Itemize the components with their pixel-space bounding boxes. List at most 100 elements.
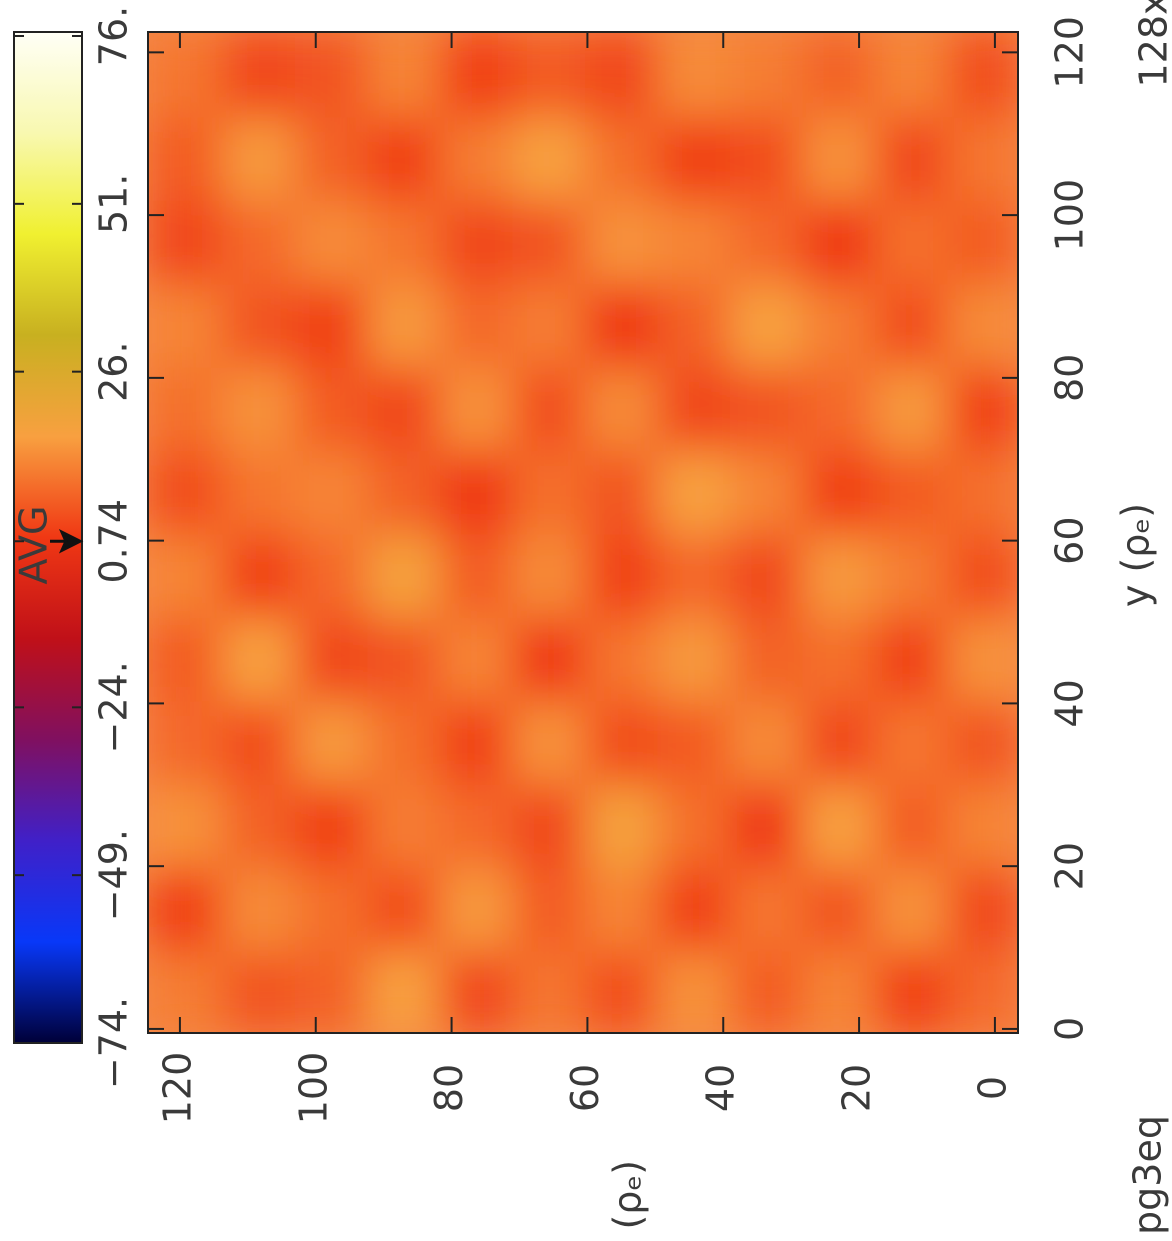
heatmap-cell <box>871 613 948 702</box>
heatmap-cell <box>363 113 440 201</box>
x-tick-label: 0 <box>970 1076 1014 1100</box>
heatmap-cell <box>148 32 223 118</box>
heatmap-cell <box>943 530 1018 618</box>
heatmap-cell <box>363 530 440 618</box>
heatmap-cell <box>871 32 948 118</box>
heatmap-cell <box>148 113 223 201</box>
heatmap-cell <box>508 530 585 618</box>
heatmap-cell <box>798 363 875 452</box>
heatmap-cell <box>508 113 585 201</box>
heatmap-cell <box>653 32 730 118</box>
heatmap-cell <box>363 947 440 1033</box>
heatmap-cell <box>363 32 440 118</box>
y-tick-label: 0 <box>1048 1017 1092 1041</box>
heatmap-cell <box>871 196 948 285</box>
heatmap-cell <box>363 780 440 869</box>
heatmap-cell <box>363 447 440 535</box>
heatmap-cell <box>581 613 658 702</box>
heatmap-cell <box>363 196 440 285</box>
corner-label: 128x <box>1132 0 1172 88</box>
heatmap-cell <box>218 530 295 618</box>
heatmap-cell <box>218 613 295 702</box>
heatmap-cell <box>726 196 803 285</box>
heatmap-cell <box>943 280 1018 368</box>
heatmap-cell <box>653 530 730 618</box>
heatmap-cell <box>218 780 295 869</box>
x-tick-label: 120 <box>155 1052 199 1125</box>
heatmap-cell <box>798 280 875 368</box>
heatmap-cell <box>798 864 875 952</box>
heatmap-cell <box>943 697 1018 785</box>
side-label: pg3eq <box>1126 1115 1170 1235</box>
heatmap-cell <box>436 947 513 1033</box>
heatmap-cell <box>218 32 295 118</box>
heatmap-cell <box>148 864 223 952</box>
heatmap-cell <box>148 530 223 618</box>
heatmap-cell <box>798 947 875 1033</box>
heatmap-cell <box>148 613 223 702</box>
heatmap-cell <box>508 280 585 368</box>
heatmap-cell <box>653 613 730 702</box>
x-tick-label: 40 <box>699 1064 743 1112</box>
heatmap-cell <box>798 196 875 285</box>
heatmap-cell <box>436 280 513 368</box>
heatmap-cell <box>363 697 440 785</box>
heatmap-cell <box>798 613 875 702</box>
heatmap-cell <box>726 113 803 201</box>
heatmap-cells <box>148 32 1018 1033</box>
heatmap-cell <box>148 447 223 535</box>
heatmap-cell <box>943 32 1018 118</box>
heatmap-cell <box>943 947 1018 1033</box>
heatmap-cell <box>726 447 803 535</box>
heatmap-cell <box>653 780 730 869</box>
colorbar-tick-label: 51. <box>92 174 136 234</box>
colorbar-tick-label: 76. <box>92 6 136 66</box>
heatmap-cell <box>508 947 585 1033</box>
y-tick-label: 120 <box>1048 16 1092 89</box>
y-tick-label: 80 <box>1048 354 1092 402</box>
heatmap-cell <box>726 32 803 118</box>
heatmap <box>148 32 1018 1033</box>
heatmap-cell <box>653 697 730 785</box>
heatmap-cell <box>726 530 803 618</box>
heatmap-cell <box>871 530 948 618</box>
heatmap-cell <box>436 113 513 201</box>
heatmap-cell <box>581 447 658 535</box>
heatmap-cell <box>148 363 223 452</box>
heatmap-cell <box>148 780 223 869</box>
heatmap-cell <box>943 113 1018 201</box>
heatmap-cell <box>148 947 223 1033</box>
heatmap-cell <box>148 697 223 785</box>
heatmap-cell <box>581 196 658 285</box>
heatmap-cell <box>653 447 730 535</box>
heatmap-cell <box>363 363 440 452</box>
heatmap-cell <box>581 32 658 118</box>
heatmap-cell <box>291 113 368 201</box>
heatmap-cell <box>218 447 295 535</box>
heatmap-cell <box>218 864 295 952</box>
heatmap-cell <box>508 196 585 285</box>
heatmap-cell <box>798 697 875 785</box>
heatmap-cell <box>726 697 803 785</box>
heatmap-cell <box>508 697 585 785</box>
plot-frame <box>147 31 1019 1034</box>
x-tick-label: 100 <box>291 1052 335 1125</box>
heatmap-cell <box>653 196 730 285</box>
y-tick-label: 100 <box>1048 179 1092 252</box>
heatmap-cell <box>291 196 368 285</box>
heatmap-cell <box>581 864 658 952</box>
heatmap-cell <box>726 363 803 452</box>
heatmap-cell <box>871 780 948 869</box>
heatmap-cell <box>653 113 730 201</box>
heatmap-cell <box>218 280 295 368</box>
heatmap-cell <box>363 280 440 368</box>
heatmap-cell <box>726 613 803 702</box>
heatmap-cell <box>581 113 658 201</box>
x-tick-label: 20 <box>835 1064 879 1112</box>
colorbar-tick-label: −74. <box>92 997 136 1089</box>
heatmap-cell <box>508 447 585 535</box>
x-axis-label: x (ρₑ) <box>606 1160 650 1241</box>
heatmap-cell <box>291 530 368 618</box>
heatmap-cell <box>291 32 368 118</box>
heatmap-cell <box>291 280 368 368</box>
